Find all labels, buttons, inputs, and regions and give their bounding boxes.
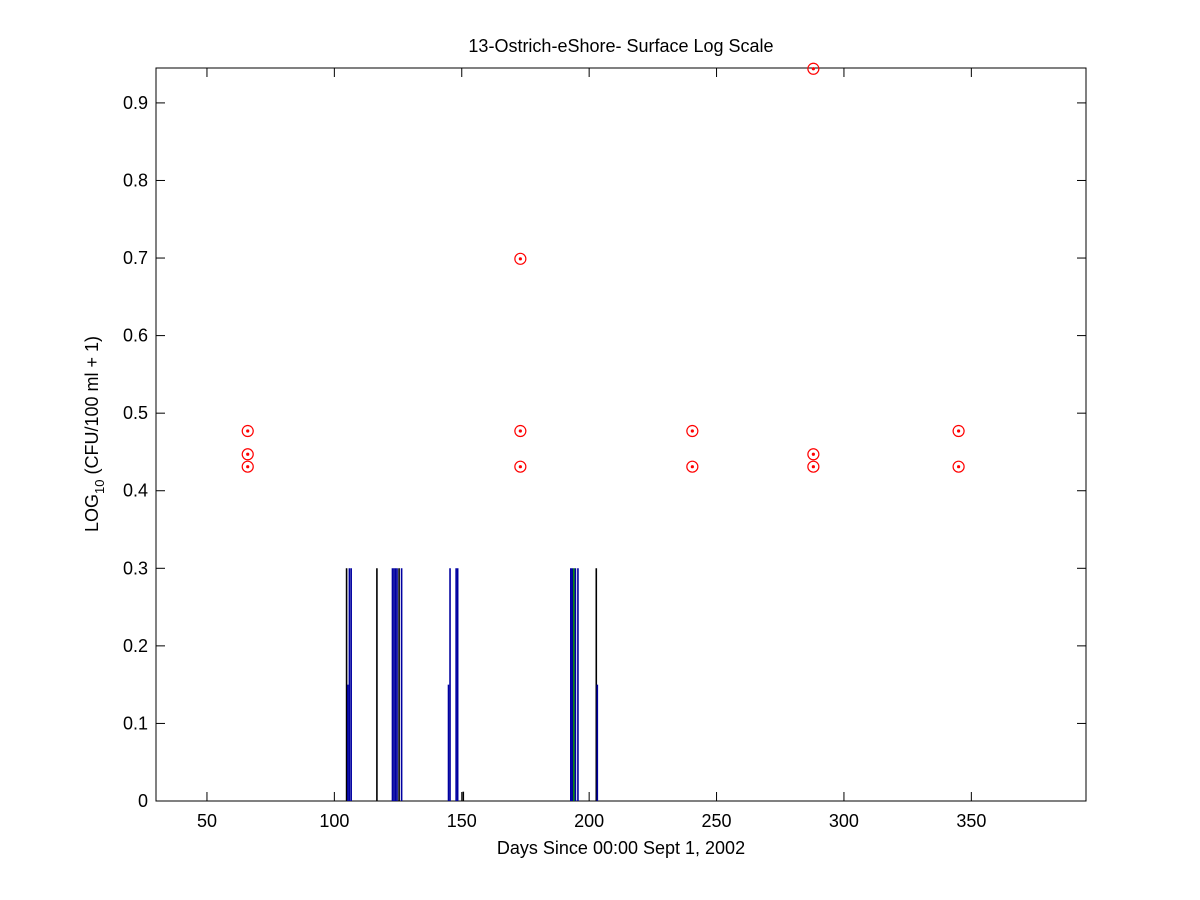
sample-point-dot xyxy=(518,257,522,261)
sample-point-dot xyxy=(811,67,815,71)
sample-point-dot xyxy=(690,429,694,433)
sample-point-ring xyxy=(514,252,527,265)
sample-point-dot xyxy=(518,429,522,433)
sample-point-dot xyxy=(811,465,815,469)
sample-point xyxy=(514,252,527,265)
sample-point-ring xyxy=(952,424,965,438)
sample-point xyxy=(952,460,965,473)
ticks-layer: 50 100 150 200 250 300 350 0 0.1 0.2 0.3 0.4 0.5 0.6 0… xyxy=(123,68,1086,831)
y-axis-label-rest: (CFU/100 ml + 1) xyxy=(82,336,102,480)
sample-point-ring xyxy=(807,448,820,461)
y-tick-label: 0.1 xyxy=(123,713,148,733)
sample-point xyxy=(686,424,699,438)
sample-point-dot xyxy=(957,429,961,433)
sample-point xyxy=(807,62,820,75)
sample-point-dot xyxy=(246,465,250,469)
chart-title: 13-Ostrich-eShore- Surface Log Scale xyxy=(468,36,773,56)
y-tick-label: 0.2 xyxy=(123,636,148,656)
markers-layer xyxy=(241,62,965,473)
sample-point-dot xyxy=(246,429,250,433)
sample-point-ring xyxy=(807,62,820,75)
sample-point xyxy=(952,424,965,438)
y-tick-label: 0.3 xyxy=(123,558,148,578)
x-axis-label: Days Since 00:00 Sept 1, 2002 xyxy=(497,838,745,858)
x-tick-label: 250 xyxy=(702,811,732,831)
sample-point xyxy=(241,424,254,438)
x-tick-label: 300 xyxy=(829,811,859,831)
x-tick-label: 150 xyxy=(447,811,477,831)
sample-point-dot xyxy=(811,452,815,456)
plot-area xyxy=(155,67,1087,802)
sample-point xyxy=(241,460,254,473)
x-tick-label: 50 xyxy=(197,811,217,831)
y-tick-label: 0.8 xyxy=(123,170,148,190)
y-tick-label: 0.5 xyxy=(123,403,148,423)
sample-point-dot xyxy=(518,465,522,469)
sample-point-dot xyxy=(246,452,250,456)
sample-point-ring xyxy=(241,460,254,473)
sample-point xyxy=(514,460,527,473)
sample-point xyxy=(807,448,820,461)
sample-point-dot xyxy=(957,465,961,469)
x-tick-label: 350 xyxy=(956,811,986,831)
sample-point-ring xyxy=(807,460,820,473)
sample-point xyxy=(514,424,527,438)
sample-point-ring xyxy=(241,424,254,438)
sample-point-ring xyxy=(686,460,699,473)
sample-point xyxy=(686,460,699,473)
bars-layer xyxy=(345,568,599,801)
y-axis-label-subscript: 10 xyxy=(92,480,107,494)
x-tick-label: 200 xyxy=(574,811,604,831)
sample-point-ring xyxy=(241,448,254,461)
x-tick-label: 100 xyxy=(319,811,349,831)
sample-point-ring xyxy=(514,424,527,438)
sample-point-ring xyxy=(514,460,527,473)
y-tick-label: 0.6 xyxy=(123,326,148,346)
y-tick-label: 0.7 xyxy=(123,248,148,268)
y-tick-label: 0 xyxy=(138,791,148,811)
y-tick-label: 0.4 xyxy=(123,481,148,501)
y-axis-label: LOG10 (CFU/100 ml + 1) xyxy=(82,336,107,532)
y-axis-label-main: LOG xyxy=(82,494,102,532)
sample-point-dot xyxy=(690,465,694,469)
y-tick-label: 0.9 xyxy=(123,93,148,113)
sample-point-ring xyxy=(686,424,699,438)
sample-point xyxy=(807,460,820,473)
sample-point-ring xyxy=(952,460,965,473)
sample-point xyxy=(241,448,254,461)
